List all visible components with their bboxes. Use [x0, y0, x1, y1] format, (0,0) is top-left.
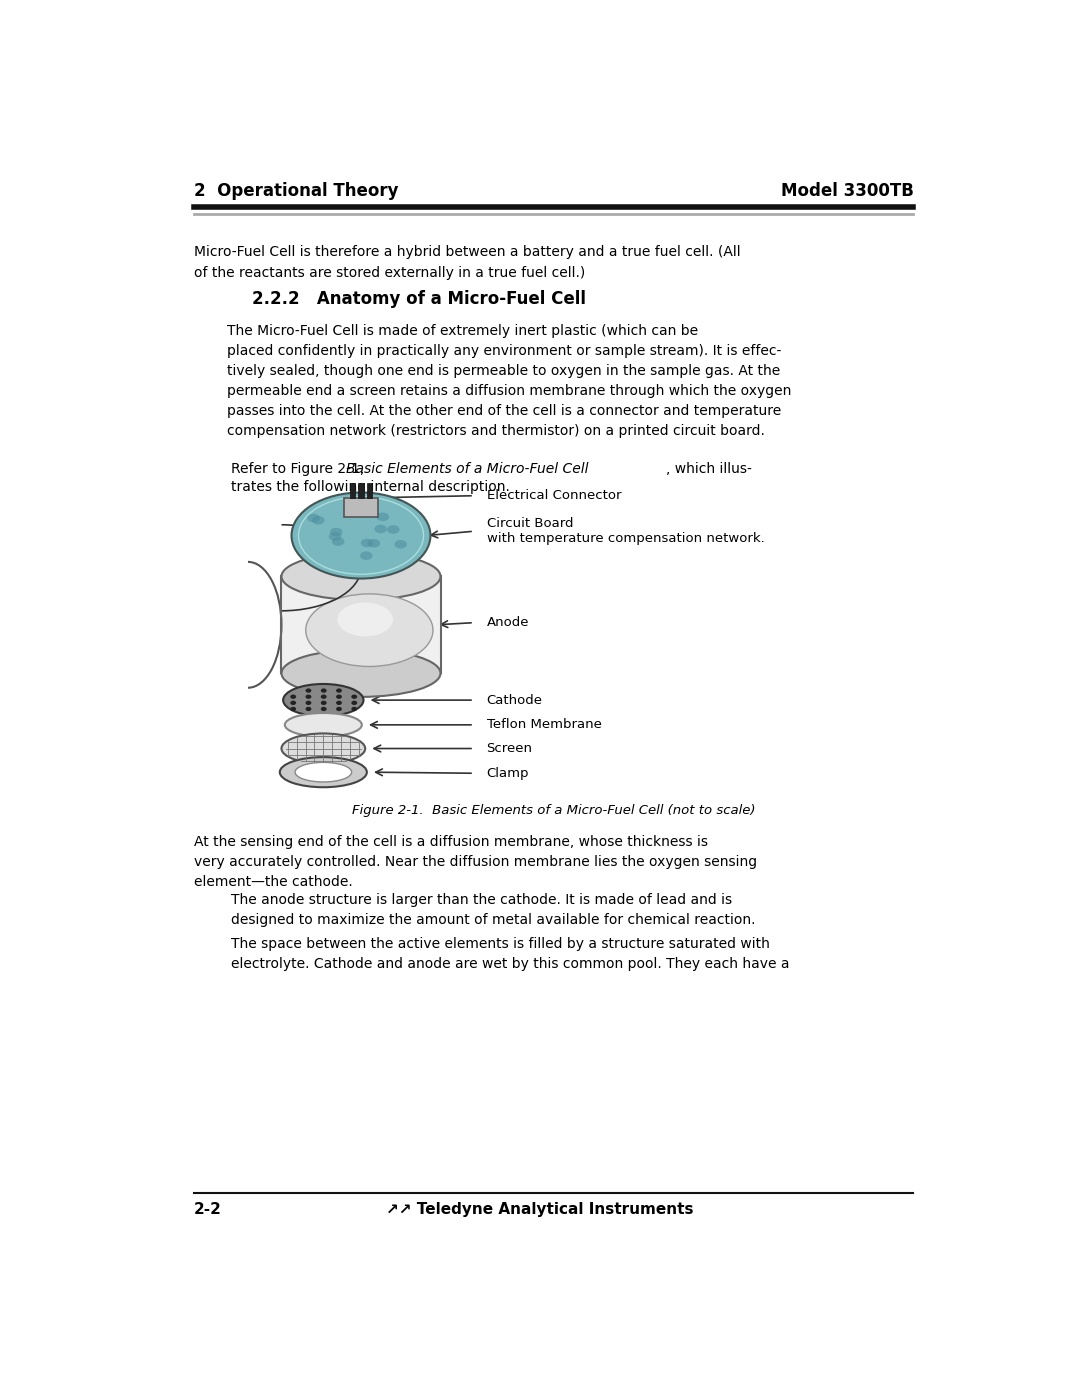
Ellipse shape [285, 712, 362, 736]
Bar [350, 483, 355, 497]
Text: Screen: Screen [486, 742, 532, 754]
Ellipse shape [291, 694, 296, 698]
Text: ↗↗ Teledyne Analytical Instruments: ↗↗ Teledyne Analytical Instruments [387, 1203, 693, 1217]
Ellipse shape [306, 689, 311, 693]
Ellipse shape [337, 602, 393, 637]
Ellipse shape [315, 517, 328, 525]
Ellipse shape [370, 524, 382, 532]
Ellipse shape [306, 707, 311, 711]
Bar [345, 497, 378, 517]
Ellipse shape [280, 757, 367, 788]
Text: Cathode: Cathode [486, 693, 542, 707]
Text: Figure 2-1.  Basic Elements of a Micro-Fuel Cell (not to scale): Figure 2-1. Basic Elements of a Micro-Fu… [352, 805, 755, 817]
Ellipse shape [306, 694, 311, 698]
Bar [359, 483, 364, 497]
Text: 2.2.2   Anatomy of a Micro-Fuel Cell: 2.2.2 Anatomy of a Micro-Fuel Cell [253, 291, 586, 309]
Ellipse shape [310, 521, 323, 529]
Text: , which illus-: , which illus- [666, 462, 753, 476]
Text: 2-2: 2-2 [193, 1203, 221, 1217]
Text: 2  Operational Theory: 2 Operational Theory [193, 182, 399, 200]
Ellipse shape [283, 685, 364, 717]
Ellipse shape [295, 763, 352, 782]
Text: Electrical Connector: Electrical Connector [486, 489, 621, 503]
Text: Teflon Membrane: Teflon Membrane [486, 718, 602, 732]
Text: The Micro-Fuel Cell is made of extremely inert plastic (which can be
placed conf: The Micro-Fuel Cell is made of extremely… [227, 324, 792, 437]
Text: Anode: Anode [486, 616, 529, 629]
Ellipse shape [327, 535, 340, 543]
Ellipse shape [362, 521, 375, 529]
Ellipse shape [321, 707, 326, 711]
Ellipse shape [306, 701, 311, 705]
Ellipse shape [292, 493, 431, 578]
Text: Circuit Board
with temperature compensation network.: Circuit Board with temperature compensat… [486, 517, 765, 545]
Ellipse shape [368, 529, 381, 538]
Ellipse shape [291, 707, 296, 711]
Text: Basic Elements of a Micro-Fuel Cell: Basic Elements of a Micro-Fuel Cell [346, 462, 589, 476]
Ellipse shape [363, 548, 376, 557]
Ellipse shape [352, 517, 365, 525]
Ellipse shape [306, 594, 433, 666]
Text: trates the following internal description.: trates the following internal descriptio… [231, 479, 510, 493]
Ellipse shape [351, 707, 357, 711]
Text: The anode structure is larger than the cathode. It is made of lead and is
design: The anode structure is larger than the c… [231, 893, 756, 926]
Bar [367, 483, 372, 497]
Ellipse shape [282, 553, 441, 601]
Ellipse shape [351, 694, 357, 698]
Ellipse shape [350, 527, 363, 535]
Text: Clamp: Clamp [486, 767, 529, 780]
Ellipse shape [336, 694, 342, 698]
Ellipse shape [336, 701, 342, 705]
Ellipse shape [321, 689, 326, 693]
Ellipse shape [351, 701, 357, 705]
Ellipse shape [321, 694, 326, 698]
Text: At the sensing end of the cell is a diffusion membrane, whose thickness is
very : At the sensing end of the cell is a diff… [193, 834, 757, 888]
Ellipse shape [282, 650, 441, 697]
Ellipse shape [321, 701, 326, 705]
Ellipse shape [330, 552, 343, 560]
Ellipse shape [402, 546, 415, 556]
Text: Model 3300TB: Model 3300TB [781, 182, 914, 200]
Ellipse shape [336, 707, 342, 711]
Ellipse shape [352, 514, 364, 524]
Ellipse shape [282, 733, 365, 764]
Ellipse shape [291, 701, 296, 705]
Text: Refer to Figure 2-1,: Refer to Figure 2-1, [231, 462, 369, 476]
Text: Micro-Fuel Cell is therefore a hybrid between a battery and a true fuel cell. (A: Micro-Fuel Cell is therefore a hybrid be… [193, 244, 740, 279]
Ellipse shape [336, 689, 342, 693]
Text: The space between the active elements is filled by a structure saturated with
el: The space between the active elements is… [231, 937, 789, 971]
Bar [282, 577, 441, 673]
